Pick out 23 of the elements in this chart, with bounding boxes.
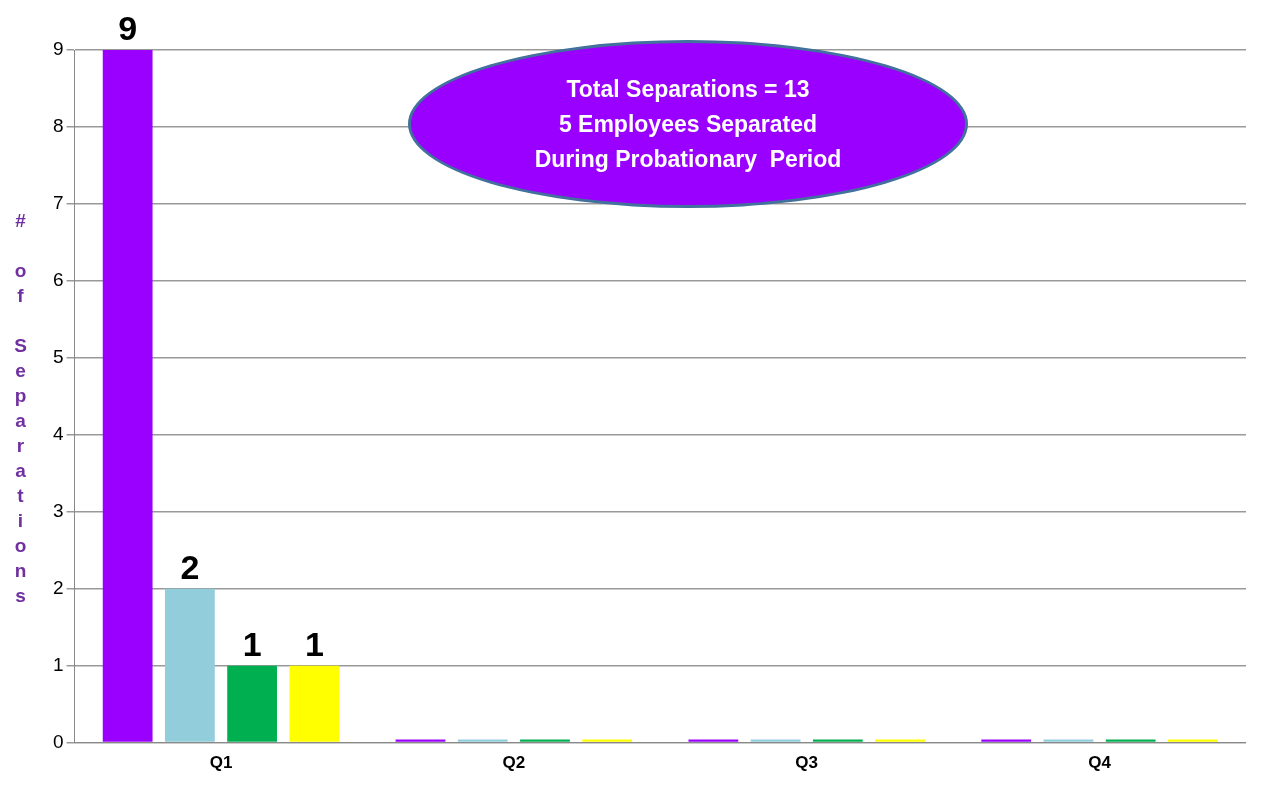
annotation: Total Separations = 13: [566, 74, 810, 104]
y-tick-label: 5: [52, 346, 64, 368]
y-tick-label: 9: [52, 38, 64, 60]
y-tick-label: 8: [52, 115, 64, 137]
x-tick-label: Q4: [1088, 753, 1112, 773]
annotation: 5 Employees Separated: [558, 109, 818, 139]
ellipse-callout: Total Separations = 13 5 Employees Separated During Probationary Period: [408, 40, 968, 208]
y-tick-label: 0: [52, 730, 64, 752]
y-tick-label: 6: [52, 269, 64, 291]
y-tick-label: 7: [52, 192, 64, 214]
y-tick-label: 4: [52, 423, 64, 445]
data-label: 9: [118, 9, 138, 48]
x-tick-label: Q2: [502, 753, 526, 773]
data-label: 2: [180, 548, 200, 587]
data-label: 1: [304, 625, 324, 664]
y-axis-title: # of Separations: [9, 210, 31, 610]
y-tick-label: 2: [52, 576, 64, 598]
y-tick-label: 3: [52, 499, 64, 521]
x-tick-label: Q1: [209, 753, 233, 773]
annotation: During Probationary Period: [534, 144, 842, 174]
y-tick-label: 1: [52, 653, 64, 675]
data-label: 1: [242, 625, 262, 664]
x-tick-label: Q3: [795, 753, 819, 773]
